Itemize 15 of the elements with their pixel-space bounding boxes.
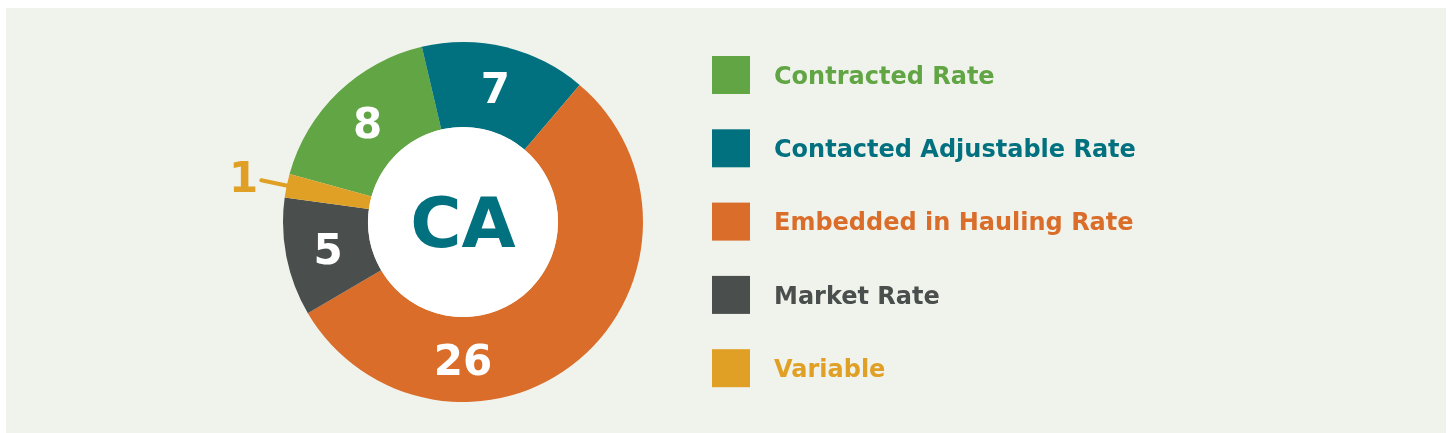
- legend-label: Market Rate: [774, 281, 940, 310]
- legend-label: Embedded in Hauling Rate: [774, 208, 1134, 237]
- legend-label: Contracted Rate: [774, 61, 995, 90]
- donut-slice: [284, 173, 372, 210]
- donut-slice: [283, 197, 382, 314]
- text: CA: [410, 182, 516, 265]
- legend-label: Contacted Adjustable Rate: [774, 134, 1136, 163]
- data-label: 1: [229, 152, 259, 202]
- data-label: 26: [433, 335, 493, 385]
- donut-slice: [421, 42, 580, 150]
- donut-slice: [289, 46, 442, 197]
- data-label: 5: [313, 225, 343, 275]
- data-label: 8: [353, 98, 383, 148]
- data-label: 7: [480, 64, 510, 114]
- legend-label: Variable: [774, 354, 886, 383]
